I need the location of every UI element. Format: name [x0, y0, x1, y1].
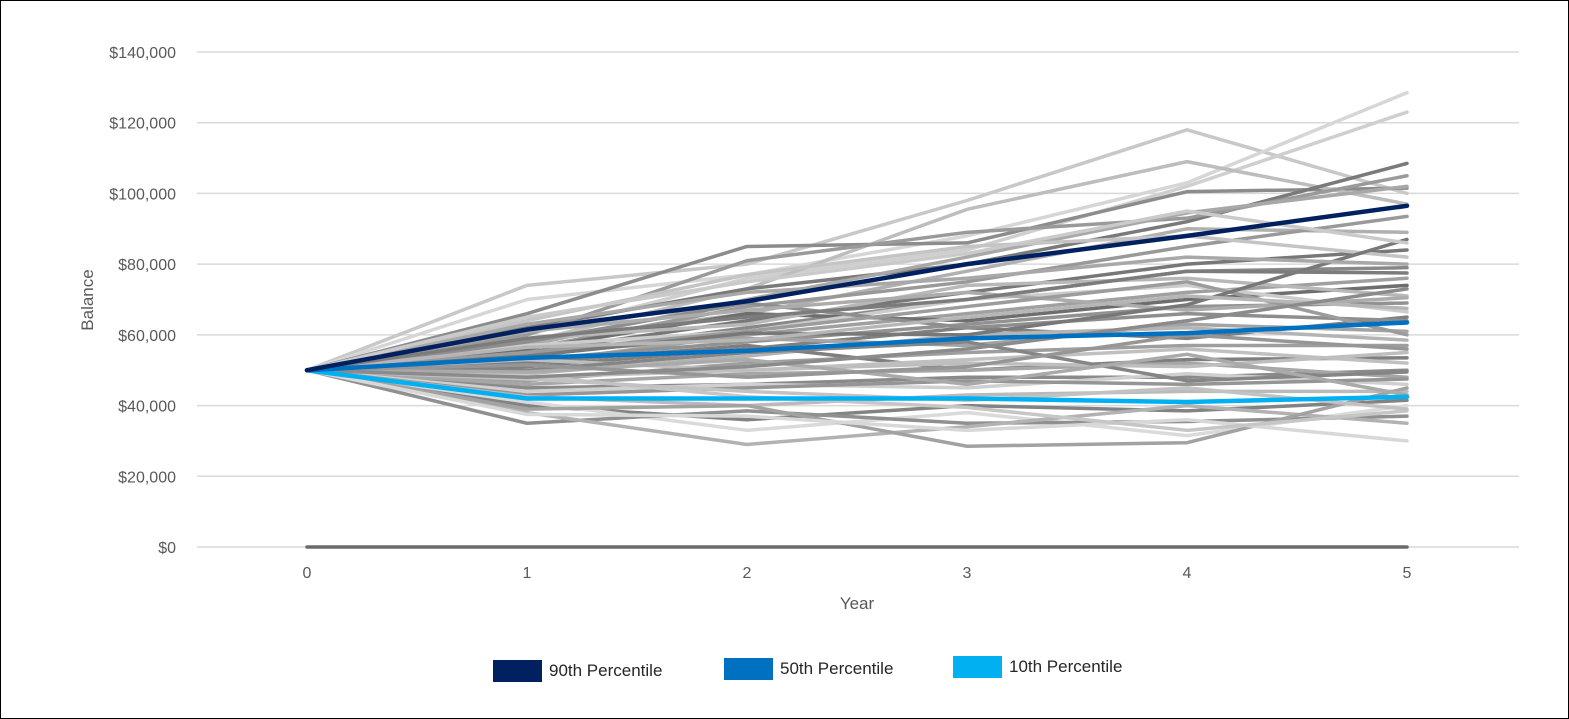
y-axis-title: Balance	[78, 269, 97, 330]
x-axis-tick-labels: 0 1 2 3 4 5	[303, 565, 1412, 582]
legend: 90th Percentile 50th Percentile 10th Perce…	[493, 656, 1122, 682]
x-tick-label: 4	[1183, 565, 1192, 582]
simulation-line	[305, 186, 1409, 372]
y-tick-label: $20,000	[118, 469, 176, 486]
y-tick-label: $100,000	[109, 186, 176, 203]
x-tick-label: 0	[303, 565, 312, 582]
y-tick-label: $60,000	[118, 328, 176, 345]
x-tick-label: 3	[963, 565, 972, 582]
y-axis-tick-labels: $0 $20,000 $40,000 $60,000 $80,000 $100,000 $1…	[109, 45, 176, 557]
legend-label: 90th Percentile	[549, 661, 662, 680]
simulation-line	[305, 280, 1409, 372]
legend-swatch	[493, 660, 542, 682]
y-tick-label: $80,000	[118, 257, 176, 274]
legend-label: 10th Percentile	[1009, 657, 1122, 676]
simulation-line	[305, 209, 1409, 372]
simulation-line	[305, 333, 1409, 380]
y-tick-label: $140,000	[109, 45, 176, 62]
percentile-line	[304, 367, 1410, 405]
y-tick-label: $40,000	[118, 399, 176, 416]
simulation-line	[305, 368, 1409, 448]
x-tick-label: 2	[743, 565, 752, 582]
percentile-line	[304, 203, 1410, 373]
x-tick-label: 1	[523, 565, 532, 582]
simulation-line	[305, 234, 1409, 372]
legend-swatch	[953, 656, 1002, 678]
simulation-line	[305, 294, 1409, 372]
percentile-line	[304, 320, 1410, 373]
legend-swatch	[724, 658, 773, 680]
y-tick-label: $120,000	[109, 116, 176, 133]
simulation-lines	[305, 90, 1409, 549]
x-tick-label: 5	[1403, 565, 1412, 582]
simulation-line	[305, 368, 1409, 425]
x-axis-title: Year	[840, 594, 875, 613]
simulation-line	[305, 128, 1409, 372]
legend-label: 50th Percentile	[780, 659, 893, 678]
y-tick-label: $0	[158, 540, 176, 557]
simulation-line	[305, 368, 1409, 438]
simulation-line	[305, 269, 1409, 372]
simulation-line	[305, 368, 1409, 394]
simulation-line	[305, 368, 1409, 443]
simulation-line	[305, 174, 1409, 372]
percentile-lines	[304, 203, 1410, 405]
simulation-line	[305, 255, 1409, 372]
simulation-line	[305, 287, 1409, 380]
